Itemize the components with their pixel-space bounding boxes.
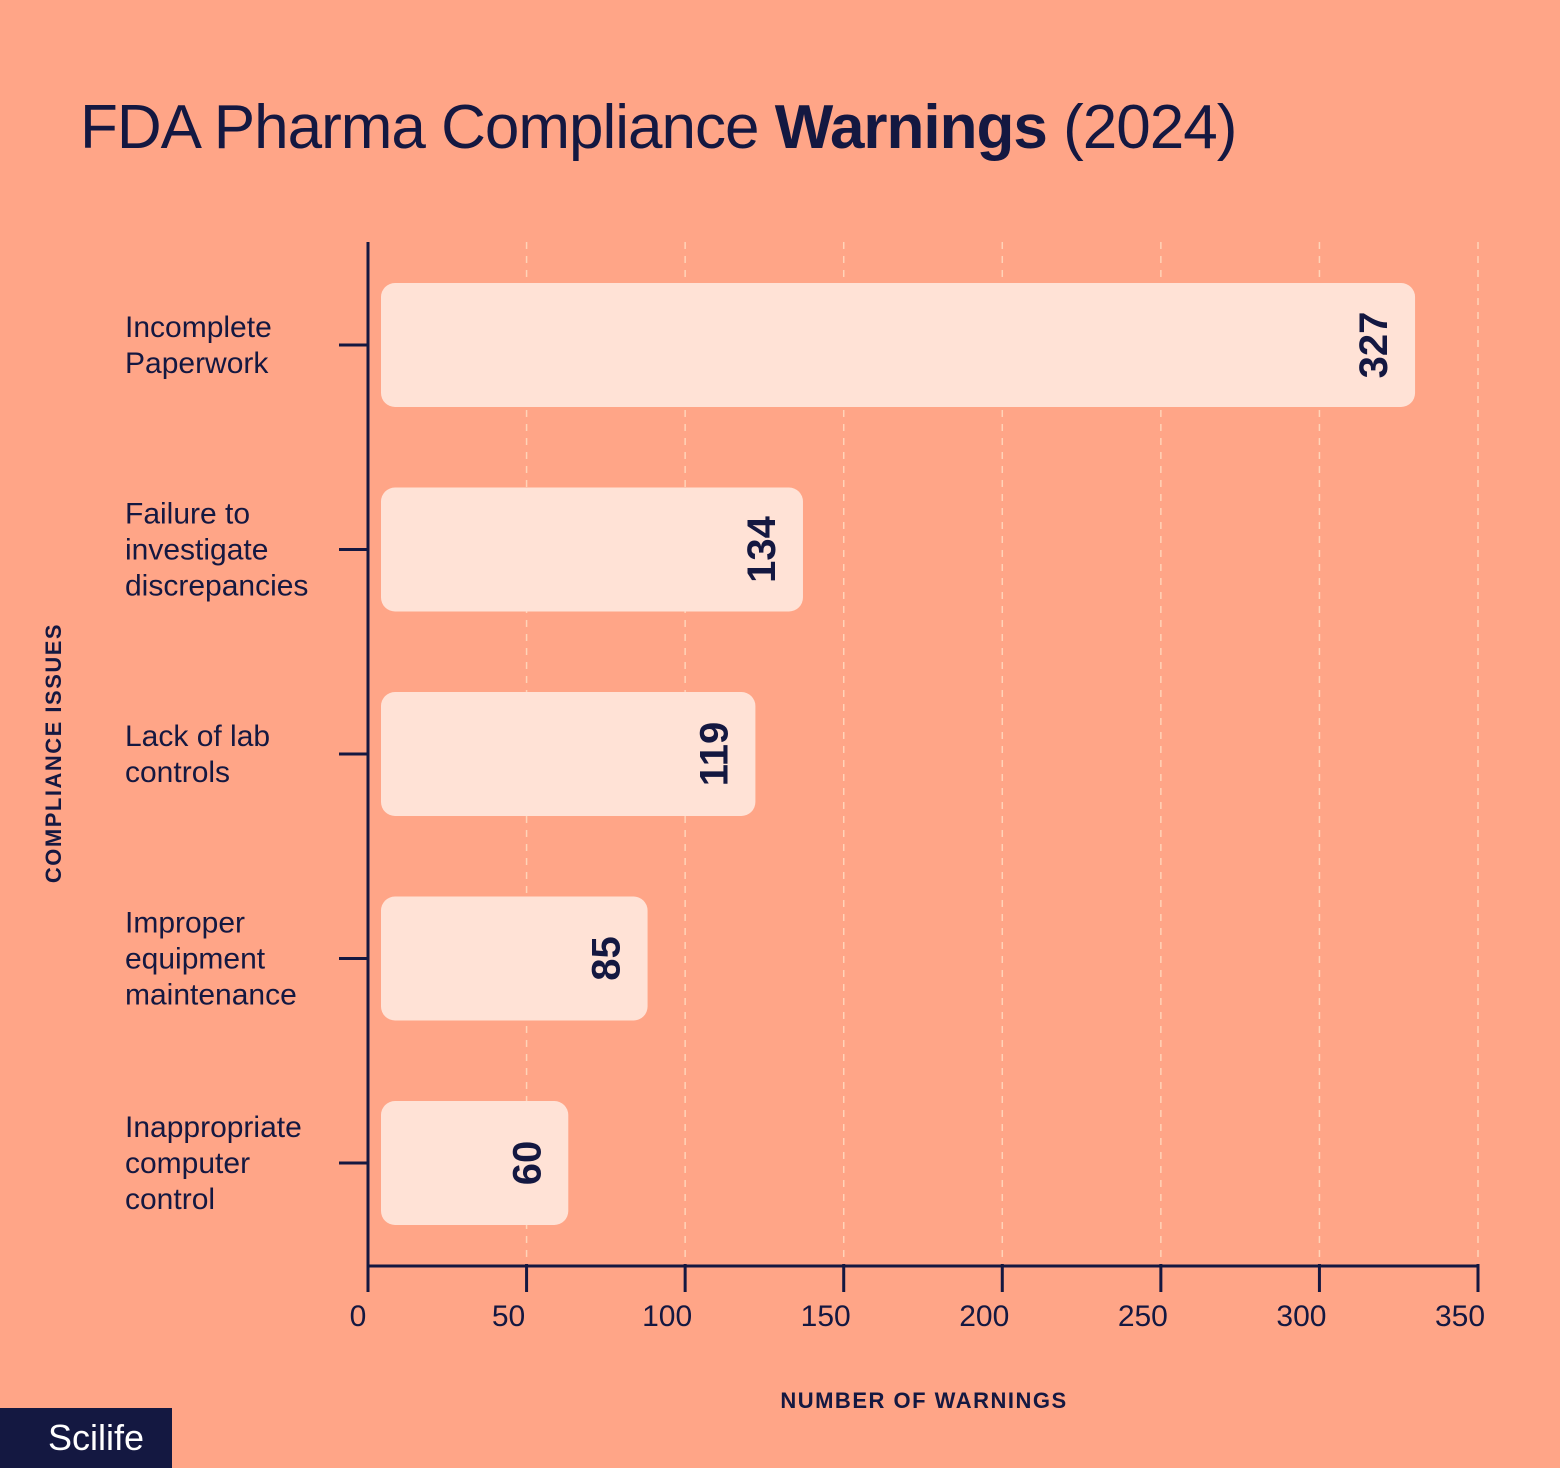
- chart-title: FDA Pharma Compliance Warnings (2024): [80, 92, 1237, 163]
- x-tick-label-100: 100: [642, 1300, 692, 1333]
- category-label-1-line-0: Failure to: [125, 498, 250, 531]
- bars: [381, 283, 1416, 1225]
- category-label-1-line-2: discrepancies: [125, 570, 308, 603]
- x-tick-label-300: 300: [1276, 1300, 1326, 1333]
- axes: [339, 242, 1480, 1292]
- category-label-0-line-0: Incomplete: [125, 311, 272, 344]
- value-label-3: 85: [585, 936, 629, 981]
- y-axis-title: COMPLIANCE ISSUES: [41, 623, 66, 883]
- category-label-4-line-0: Inappropriate: [125, 1111, 302, 1144]
- value-label-4: 60: [505, 1141, 549, 1186]
- title-bold: Warnings: [774, 93, 1048, 162]
- labels: 327 134 119 85 60 0 50 100 150 200 250 300 350 Incomp…: [41, 311, 1485, 1413]
- category-label-2: Lack of lab controls: [125, 720, 270, 789]
- x-tick-label-0: 0: [350, 1300, 367, 1333]
- category-label-4-line-1: computer: [125, 1147, 250, 1180]
- category-label-3-line-1: equipment: [125, 943, 266, 976]
- category-label-3: Improper equipment maintenance: [125, 907, 297, 1012]
- scilife-logo: Scilife: [0, 1408, 172, 1468]
- x-tick-label-350: 350: [1435, 1300, 1485, 1333]
- x-tick-label-250: 250: [1118, 1300, 1168, 1333]
- category-label-0-line-1: Paperwork: [125, 347, 269, 380]
- category-label-2-line-1: controls: [125, 756, 230, 789]
- category-label-2-line-0: Lack of lab: [125, 720, 270, 753]
- value-label-1: 134: [740, 515, 784, 582]
- title-regular: FDA Pharma Compliance: [80, 93, 775, 162]
- category-label-4: Inappropriate computer control: [125, 1111, 302, 1216]
- bar-1: [381, 487, 803, 612]
- x-tick-label-50: 50: [492, 1300, 525, 1333]
- category-label-3-line-2: maintenance: [125, 979, 297, 1012]
- category-label-3-line-0: Improper: [125, 907, 245, 940]
- category-label-4-line-2: control: [125, 1183, 215, 1216]
- bar-0: [381, 283, 1416, 407]
- category-label-1: Failure to investigate discrepancies: [125, 498, 308, 603]
- bar-3: [381, 896, 648, 1021]
- x-tick-label-150: 150: [801, 1300, 851, 1333]
- category-label-1-line-1: investigate: [125, 534, 268, 567]
- category-label-0: Incomplete Paperwork: [125, 311, 272, 380]
- x-tick-label-200: 200: [959, 1300, 1009, 1333]
- title-suffix: (2024): [1046, 93, 1237, 162]
- x-axis-title: NUMBER OF WARNINGS: [780, 1388, 1067, 1413]
- value-label-2: 119: [692, 722, 736, 787]
- gridlines: [525, 242, 1479, 1266]
- bar-4: [381, 1101, 569, 1225]
- bar-2: [381, 692, 756, 816]
- value-label-0: 327: [1352, 312, 1396, 379]
